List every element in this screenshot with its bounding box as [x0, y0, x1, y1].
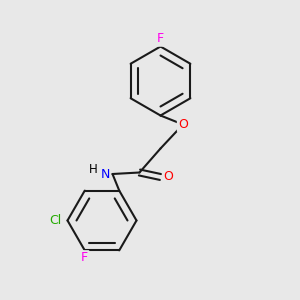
Text: O: O [178, 118, 188, 131]
Text: N: N [100, 167, 110, 181]
Text: H: H [88, 163, 98, 176]
Text: O: O [163, 170, 173, 184]
Text: F: F [81, 251, 88, 264]
Text: Cl: Cl [50, 214, 61, 227]
Text: F: F [157, 32, 164, 46]
